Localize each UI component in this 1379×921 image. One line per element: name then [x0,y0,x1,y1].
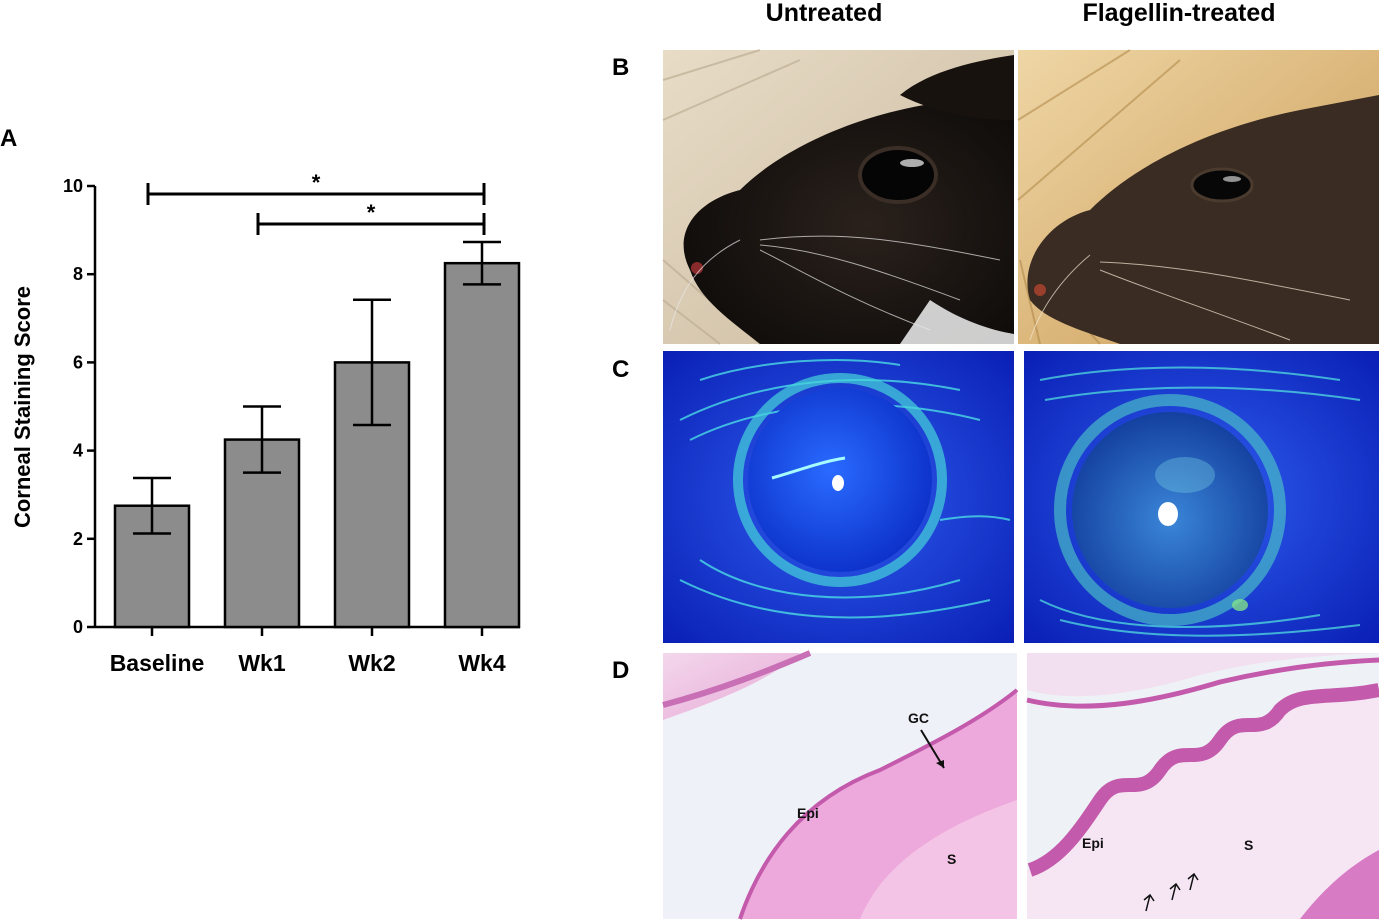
label-epi-untreated: Epi [797,805,819,821]
x-axis: Baseline Wk1 Wk2 Wk4 [95,625,520,676]
y-axis-title: Corneal Staining Score [10,286,35,528]
error-bars [133,240,501,535]
significance-brackets: ** [146,170,486,235]
bars [113,261,521,629]
label-epi-treated: Epi [1082,835,1104,851]
inflammatory-cell-arrows [1143,872,1199,912]
x-tick-label: Wk1 [238,650,286,676]
y-tick-label: 6 [73,352,83,372]
x-tick-label: Wk4 [458,650,506,676]
significance-star: * [312,170,321,195]
histology-flagellin-treated: Epi S [1026,653,1379,919]
label-s-untreated: S [947,851,956,867]
bar [443,261,521,629]
y-tick-label: 8 [73,264,83,284]
column-header-flagellin-treated: Flagellin-treated [1082,0,1275,27]
label-s-treated: S [1244,837,1253,853]
y-tick-label: 4 [73,441,83,461]
y-axis: 0 2 4 6 8 10 [63,176,97,637]
y-tick-label: 2 [73,529,83,549]
histology-untreated: GC Epi S [662,650,1019,920]
x-tick-label: Baseline [110,650,205,676]
photo-flagellin-treated-fluorescein [1024,351,1379,643]
panel-label-c: C [612,356,629,383]
photo-flagellin-treated-mouse [1017,49,1379,345]
panel-label-d: D [612,657,629,684]
column-header-untreated: Untreated [766,0,883,27]
panel-label-a: A [0,125,17,152]
photo-untreated-fluorescein [663,351,1014,643]
photo-untreated-mouse [662,49,1014,345]
label-gc: GC [908,710,929,726]
y-tick-label: 0 [73,617,83,637]
panel-label-b: B [612,54,629,81]
significance-star: * [367,200,376,225]
x-tick-label: Wk2 [348,650,395,676]
y-tick-label: 10 [63,176,83,196]
